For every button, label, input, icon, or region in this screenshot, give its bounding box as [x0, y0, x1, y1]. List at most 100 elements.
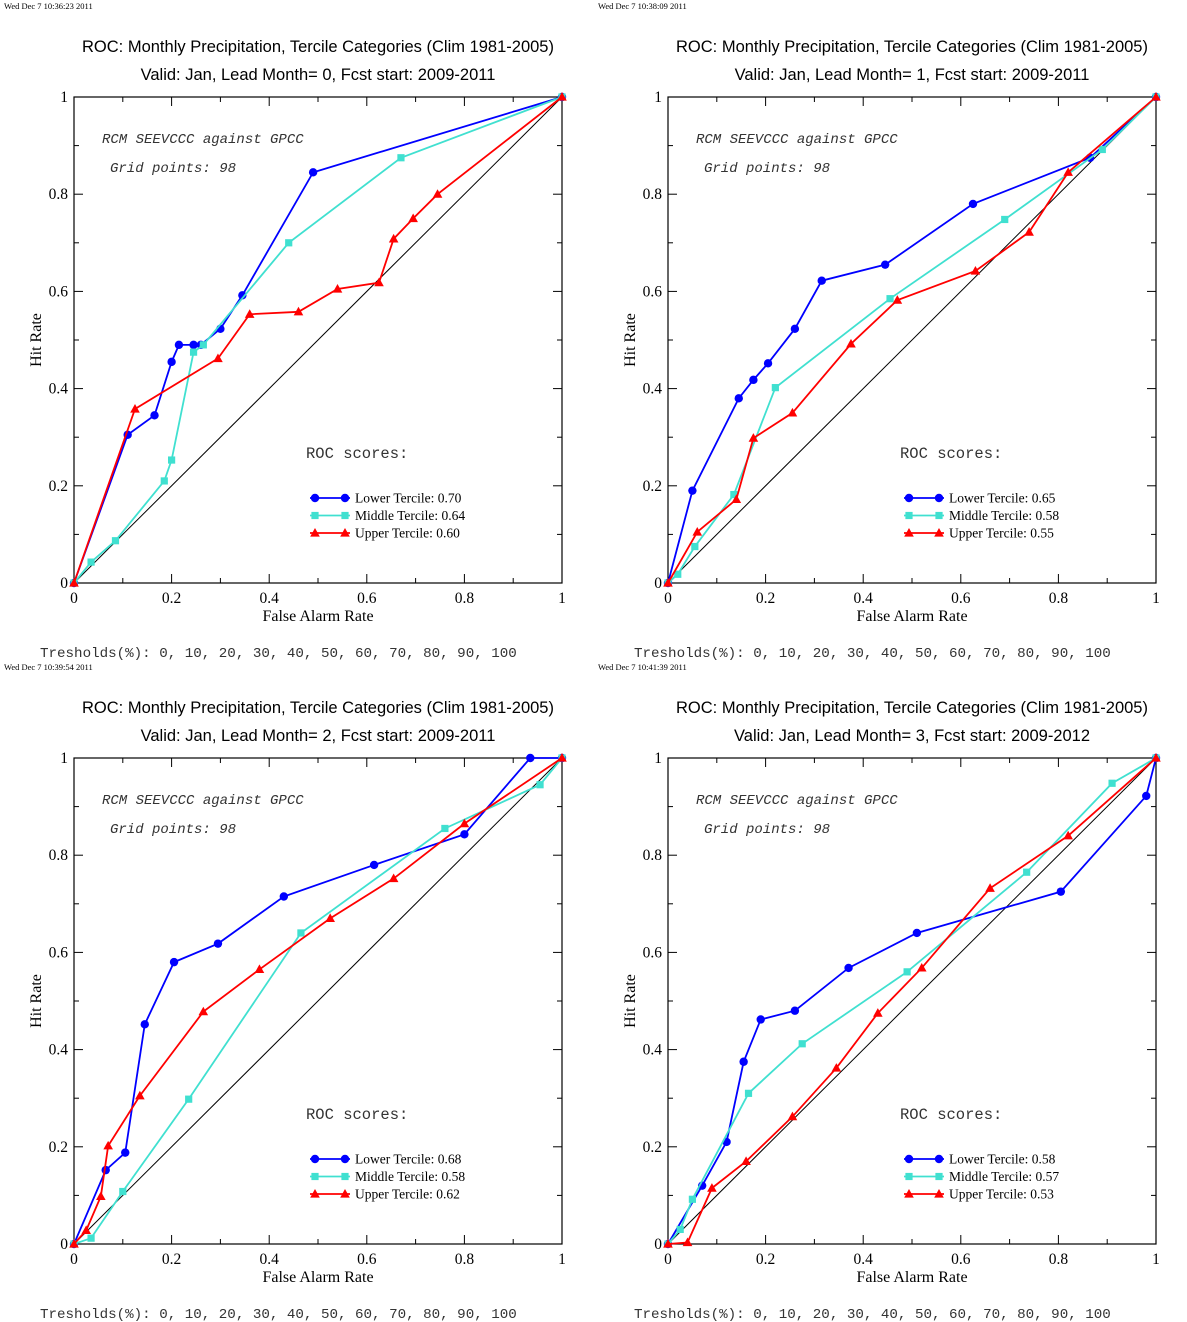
data-point-triangle	[130, 404, 140, 413]
legend-marker-triangle	[934, 1189, 944, 1198]
data-point-circle	[880, 260, 890, 269]
data-point-triangle	[787, 407, 798, 417]
y-tick-label: 1	[60, 750, 68, 767]
roc-panel-2: Wed Dec 7 10:38:09 2011 ROC: Monthly Prec…	[598, 1, 1161, 662]
legend-marker-triangle	[904, 1189, 914, 1198]
data-point-square	[1023, 868, 1031, 876]
y-tick-label: 0.4	[643, 381, 663, 398]
data-point-triangle	[69, 578, 79, 587]
x-tick-label: 1	[1152, 1251, 1160, 1268]
data-point-triangle	[731, 494, 742, 504]
data-point-circle	[308, 168, 318, 177]
data-point-square	[87, 1234, 95, 1242]
legend-marker-triangle	[340, 528, 350, 537]
data-point-square	[199, 341, 207, 349]
series-line	[73, 757, 563, 1245]
data-point-square	[676, 1225, 684, 1234]
y-axis-label: Hit Rate	[622, 974, 639, 1028]
data-point-circle	[460, 830, 469, 839]
y-tick-label: 0.8	[643, 847, 663, 864]
data-point-square	[1108, 779, 1116, 787]
legend-marker-square	[905, 511, 913, 520]
y-tick-label: 1	[60, 89, 68, 106]
legend-marker-triangle	[340, 1189, 350, 1198]
data-point-square	[168, 456, 176, 464]
data-point-triangle	[985, 883, 995, 892]
data-point-square	[297, 929, 305, 937]
x-axis-label: False Alarm Rate	[262, 608, 373, 625]
legend-marker-triangle	[934, 528, 944, 537]
data-point-circle	[174, 340, 184, 350]
roc-panel-3: Wed Dec 7 10:39:54 2011 ROC: Monthly Prec…	[4, 662, 567, 1322]
data-point-triangle	[81, 1225, 91, 1234]
data-point-circle	[912, 928, 922, 938]
timestamp: Wed Dec 7 10:41:39 2011	[598, 662, 687, 672]
y-tick-label: 0.8	[49, 847, 69, 864]
thresholds-footer: Tresholds(%): 0, 10, 20, 30, 40, 50, 60,…	[634, 1307, 1111, 1322]
data-point-triangle	[873, 1008, 883, 1017]
data-point-triangle	[213, 353, 223, 363]
annotation-gridpoints: Grid points: 98	[110, 161, 236, 177]
data-point-circle	[763, 359, 773, 368]
legend-marker-circle	[934, 493, 944, 503]
chart-title: ROC: Monthly Precipitation, Tercile Cate…	[676, 38, 1148, 56]
data-point-triangle	[103, 1140, 113, 1150]
data-point-triangle	[831, 1063, 842, 1072]
data-point-square	[744, 1089, 753, 1097]
y-tick-label: 0.2	[49, 478, 68, 495]
legend-marker-circle	[340, 1154, 350, 1164]
data-point-square	[87, 558, 95, 566]
data-point-circle	[121, 1148, 130, 1157]
x-axis-label: False Alarm Rate	[856, 608, 967, 625]
data-point-triangle	[408, 213, 418, 223]
data-point-circle	[688, 486, 697, 495]
timestamp: Wed Dec 7 10:36:23 2011	[4, 1, 93, 11]
x-axis-label: False Alarm Rate	[856, 1269, 967, 1286]
data-point-square	[119, 1187, 127, 1196]
data-point-circle	[817, 276, 826, 285]
data-point-triangle	[388, 873, 399, 883]
x-tick-label: 0.2	[756, 590, 775, 607]
roc-scores-header: ROC scores:	[900, 1106, 1002, 1124]
legend-marker-square	[935, 511, 943, 520]
data-point-circle	[756, 1015, 765, 1024]
data-point-circle	[369, 860, 379, 870]
legend-marker-square	[311, 1172, 319, 1181]
data-point-square	[886, 295, 894, 303]
y-tick-label: 0.6	[49, 944, 69, 961]
x-tick-label: 0.4	[260, 590, 280, 607]
legend-marker-triangle	[904, 528, 914, 537]
x-tick-label: 0.8	[1049, 590, 1069, 607]
y-axis-label: Hit Rate	[28, 313, 45, 367]
legend-label: Upper Tercile: 0.55	[949, 526, 1054, 541]
data-point-square	[1001, 215, 1009, 224]
data-point-triangle	[682, 1237, 693, 1247]
roc-scores-header: ROC scores:	[900, 445, 1002, 463]
thresholds-footer: Tresholds(%): 0, 10, 20, 30, 40, 50, 60,…	[634, 646, 1111, 662]
data-point-triangle	[892, 295, 903, 304]
y-tick-label: 0	[654, 1236, 662, 1253]
data-point-triangle	[663, 578, 673, 587]
series-circle	[663, 92, 1161, 588]
x-tick-label: 0.6	[951, 1251, 971, 1268]
chart-title: ROC: Monthly Precipitation, Tercile Cate…	[82, 38, 554, 56]
legend-label: Lower Tercile: 0.68	[355, 1152, 462, 1167]
data-point-circle	[140, 1020, 149, 1029]
data-point-triangle	[748, 433, 759, 442]
x-tick-label: 0.2	[162, 1251, 181, 1268]
y-tick-label: 0.8	[49, 186, 69, 203]
data-point-circle	[790, 324, 800, 334]
data-point-square	[730, 490, 738, 499]
annotation-gridpoints: Grid points: 98	[704, 822, 830, 838]
y-axis-label: Hit Rate	[622, 313, 639, 367]
annotation-model: RCM SEEVCCC against GPCC	[102, 793, 304, 809]
legend-marker-triangle	[310, 1189, 320, 1198]
x-tick-label: 0.8	[455, 590, 475, 607]
y-tick-label: 1	[654, 89, 662, 106]
roc-panel-4: Wed Dec 7 10:41:39 2011 ROC: Monthly Prec…	[598, 662, 1161, 1322]
y-tick-label: 0.2	[49, 1139, 68, 1156]
data-point-triangle	[970, 265, 981, 275]
data-point-square	[691, 542, 699, 551]
series-triangle	[69, 92, 567, 587]
data-point-circle	[279, 892, 289, 901]
